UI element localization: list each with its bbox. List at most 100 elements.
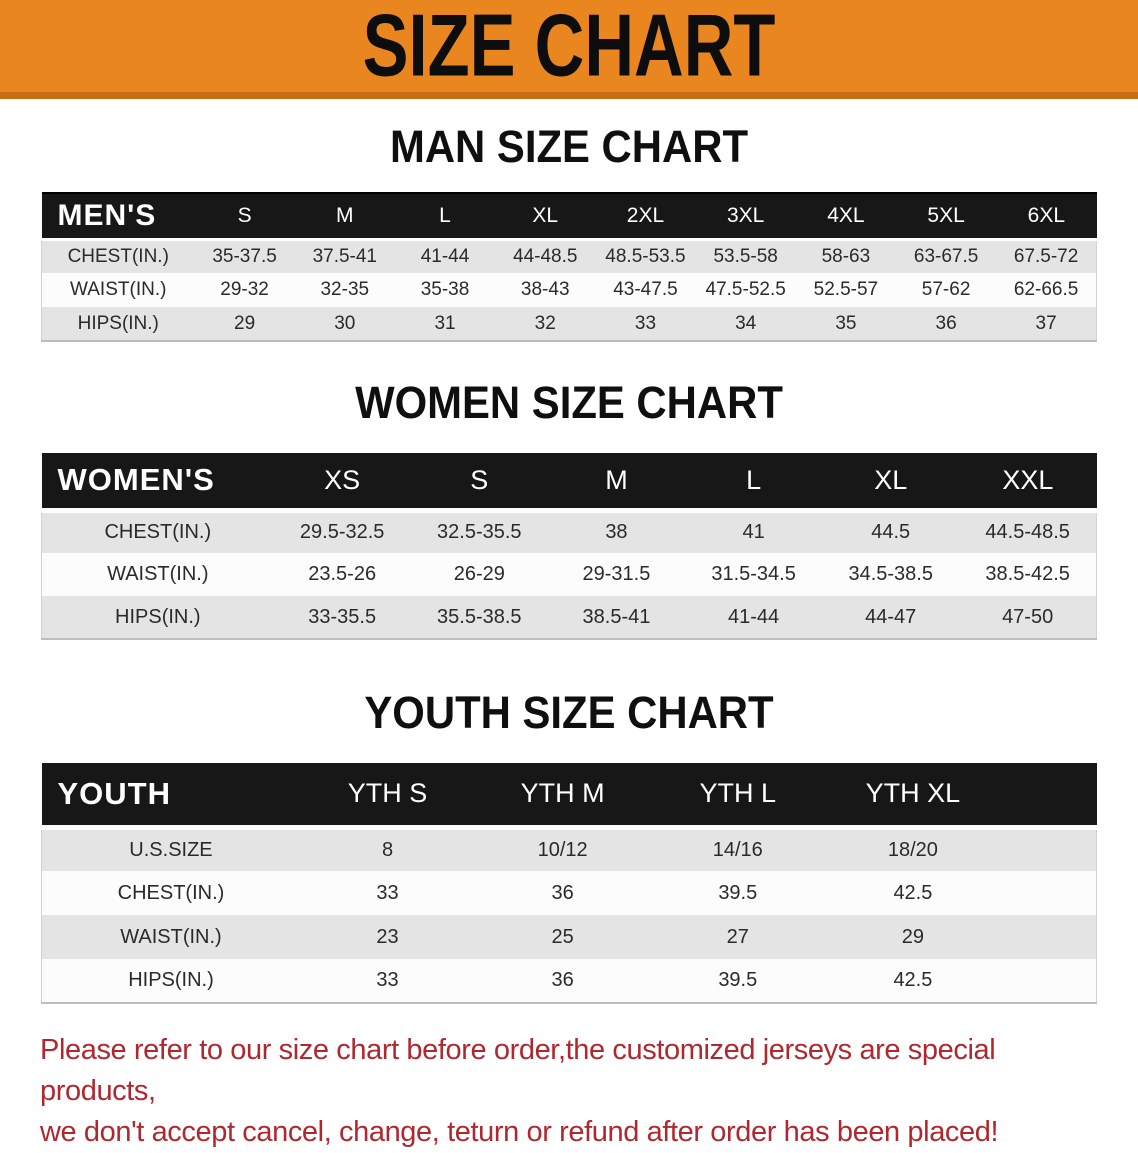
size-cell: 48.5-53.5 <box>605 245 686 267</box>
size-cell: 38 <box>605 521 628 544</box>
size-cell: 57-62 <box>921 279 971 300</box>
size-cell: 62-66.5 <box>996 273 1098 307</box>
youth-corner-label: YOUTH <box>41 763 300 830</box>
size-cell: 44.5 <box>871 521 911 544</box>
size-cell: 33 <box>299 959 476 1004</box>
women-waist-row: WAIST(IN.) 23.5-26 26-29 29-31.5 31.5-34… <box>40 553 1098 596</box>
women-column-header: XL <box>822 453 960 513</box>
size-cell: 35.5-38.5 <box>410 596 548 640</box>
row-label: CHEST(IN.) <box>40 510 274 553</box>
size-cell: 32-35 <box>320 279 370 300</box>
size-cell: 37 <box>996 307 1098 342</box>
size-cell-spacer <box>1000 959 1098 1004</box>
size-cell: 39.5 <box>650 959 826 1004</box>
men-column-header: 3XL <box>695 192 796 241</box>
youth-chest-row: CHEST(IN.) 33 36 39.5 42.5 <box>40 871 1098 915</box>
size-cell: 8 <box>381 838 394 861</box>
row-label: HIPS(IN.) <box>40 596 274 640</box>
men-column-header: M <box>294 192 395 241</box>
size-cell: 41-44 <box>685 596 823 640</box>
size-cell: 33-35.5 <box>273 596 411 640</box>
women-column-header: XXL <box>959 453 1097 513</box>
size-cell: 38.5-41 <box>547 596 686 640</box>
size-cell: 34 <box>695 307 796 342</box>
youth-header-spacer <box>1000 763 1097 830</box>
row-label: HIPS(IN.) <box>41 307 195 342</box>
size-cell: 34.5-38.5 <box>848 563 933 585</box>
men-column-header: L <box>394 192 496 241</box>
disclaimer-line-2: we don't accept cancel, change, teturn o… <box>40 1116 999 1148</box>
women-hips-row: HIPS(IN.) 33-35.5 35.5-38.5 38.5-41 41-4… <box>40 596 1098 640</box>
men-waist-row: WAIST(IN.) 29-32 32-35 35-38 38-43 43-47… <box>41 273 1098 307</box>
size-cell: 25 <box>551 925 574 948</box>
men-size-table: MEN'S S M L XL 2XL 3XL 4XL 5XL 6XL CHEST… <box>41 192 1098 342</box>
youth-column-header: YTH M <box>475 763 651 830</box>
size-cell: 36 <box>551 881 574 904</box>
size-cell: 35-37.5 <box>212 245 277 267</box>
size-cell: 58-63 <box>821 245 871 267</box>
size-cell: 10/12 <box>537 838 588 861</box>
size-cell: 42.5 <box>893 881 933 904</box>
youth-section-heading: YOUTH SIZE CHART <box>364 687 774 738</box>
disclaimer: Please refer to our size chart before or… <box>40 1030 1100 1153</box>
men-column-header: 2XL <box>595 192 696 241</box>
youth-column-header: YTH S <box>299 763 476 830</box>
size-cell: 35-38 <box>420 279 470 300</box>
size-cell: 37.5-41 <box>312 245 378 267</box>
size-cell: 33 <box>595 307 696 342</box>
size-cell: 47.5-52.5 <box>705 279 786 300</box>
men-size-section: MAN SIZE CHART MEN'S S M L XL 2XL 3XL 4X… <box>0 124 1138 342</box>
size-cell-spacer <box>1000 915 1098 959</box>
youth-hips-row: HIPS(IN.) 33 36 39.5 42.5 <box>40 959 1098 1004</box>
row-label: WAIST(IN.) <box>41 273 195 307</box>
size-cell: 29-31.5 <box>582 563 651 585</box>
size-cell-spacer <box>1000 871 1098 915</box>
men-hips-row: HIPS(IN.) 29 30 31 32 33 34 35 36 37 <box>41 307 1098 342</box>
women-size-table: WOMEN'S XS S M L XL XXL CHEST(IN.) 29.5-… <box>40 453 1098 640</box>
row-label: CHEST(IN.) <box>41 239 195 273</box>
men-table-header-row: MEN'S S M L XL 2XL 3XL 4XL 5XL 6XL <box>41 192 1097 241</box>
size-cell: 43-47.5 <box>613 279 678 300</box>
size-cell: 31 <box>394 307 496 342</box>
size-cell: 35 <box>795 307 896 342</box>
youth-column-header: YTH L <box>650 763 826 830</box>
size-cell: 31.5-34.5 <box>711 563 796 585</box>
size-cell: 23.5-26 <box>308 563 377 585</box>
size-cell: 14/16 <box>712 838 763 861</box>
size-cell: 29.5-32.5 <box>299 521 385 544</box>
size-cell: 67.5-72 <box>996 239 1098 273</box>
size-cell: 41 <box>742 521 765 544</box>
men-chest-row: CHEST(IN.) 35-37.5 37.5-41 41-44 44-48.5… <box>41 239 1098 273</box>
size-cell: 29 <box>194 307 295 342</box>
size-chart-banner: SIZE CHART <box>0 0 1138 99</box>
size-cell: 27 <box>726 925 749 948</box>
women-column-header: M <box>547 453 686 513</box>
size-cell: 29-32 <box>220 279 269 300</box>
men-column-header: S <box>194 192 295 241</box>
women-heading-wrap: WOMEN SIZE CHART <box>0 380 1138 425</box>
women-section-heading: WOMEN SIZE CHART <box>355 377 783 428</box>
row-label: WAIST(IN.) <box>40 915 300 959</box>
size-cell: 41-44 <box>420 245 470 267</box>
men-column-header: 4XL <box>795 192 896 241</box>
women-column-header: XS <box>273 453 411 513</box>
size-cell: 38.5-42.5 <box>959 553 1098 596</box>
youth-heading-wrap: YOUTH SIZE CHART <box>0 690 1138 735</box>
women-table-header-row: WOMEN'S XS S M L XL XXL <box>41 453 1097 513</box>
size-cell: 36 <box>896 307 997 342</box>
size-cell: 44.5-48.5 <box>959 510 1098 553</box>
men-section-heading: MAN SIZE CHART <box>389 121 749 172</box>
size-cell: 44-48.5 <box>513 245 578 267</box>
women-column-header: S <box>410 453 548 513</box>
youth-column-header: YTH XL <box>825 763 1001 830</box>
size-cell: 53.5-58 <box>713 245 778 267</box>
size-cell: 18/20 <box>887 838 938 861</box>
women-size-section: WOMEN SIZE CHART WOMEN'S XS S M L XL XXL… <box>0 380 1138 640</box>
size-cell: 32 <box>495 307 596 342</box>
men-heading-wrap: MAN SIZE CHART <box>0 124 1138 169</box>
youth-ussize-row: U.S.SIZE 8 10/12 14/16 18/20 <box>40 827 1098 871</box>
size-cell: 63-67.5 <box>913 245 979 267</box>
size-cell: 32.5-35.5 <box>437 521 522 544</box>
row-label: HIPS(IN.) <box>40 959 300 1004</box>
size-cell: 42.5 <box>825 959 1001 1004</box>
